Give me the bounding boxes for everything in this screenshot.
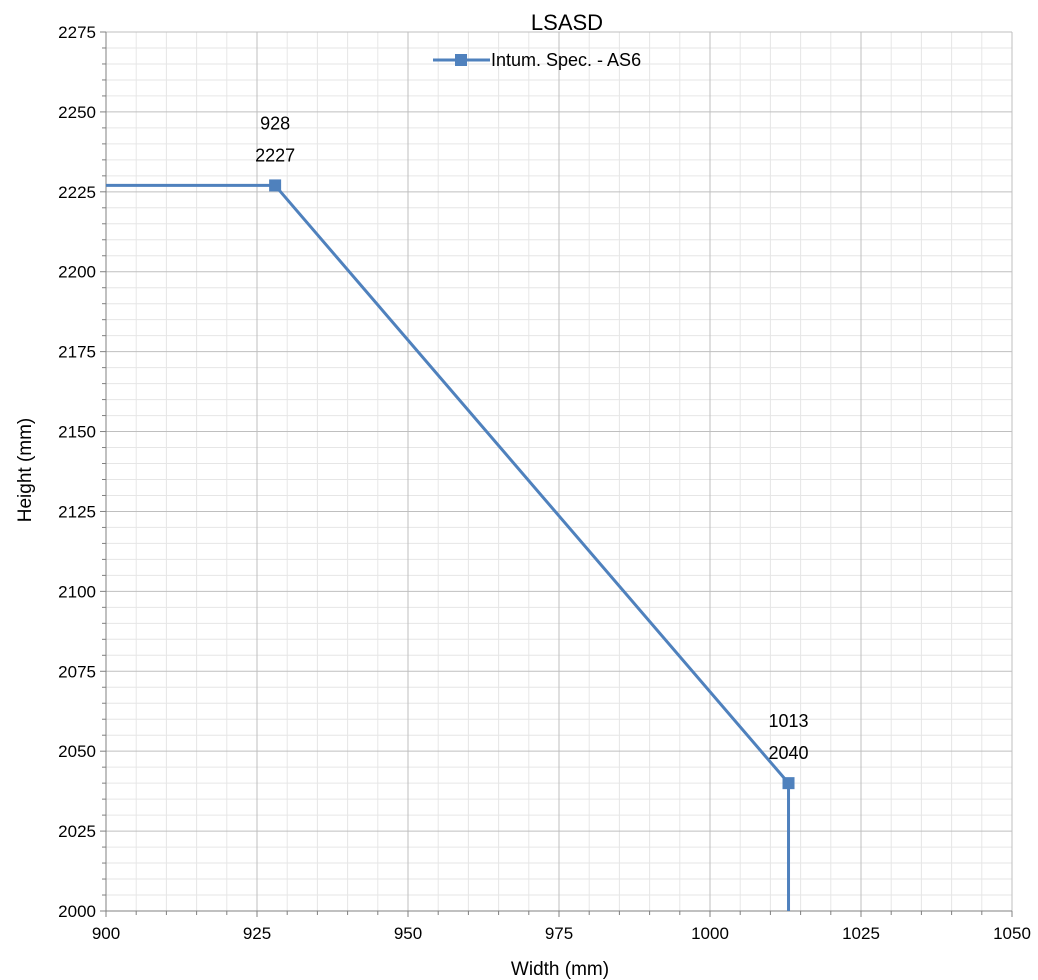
series-marker [269,179,282,192]
x-tick-label: 950 [394,924,422,943]
x-tick-labels: 900 925 950 975 1000 1025 1050 [92,924,1031,943]
y-tick-label: 2275 [58,23,96,42]
x-axis-title: Width (mm) [511,959,609,980]
y-tick-label: 2025 [58,822,96,841]
annotation-layer: 928 2227 1013 2040 [255,113,808,763]
x-tick-label: 900 [92,924,120,943]
y-tick-label: 2200 [58,263,96,282]
x-tick-label: 975 [545,924,573,943]
y-tick-label: 2075 [58,662,96,681]
data-label-x: 928 [260,113,290,133]
major-grid [105,31,1013,912]
y-tick-label: 2250 [58,103,96,122]
data-label-x: 1013 [768,711,808,731]
y-tick-label: 2050 [58,742,96,761]
y-tick-label: 2150 [58,423,96,442]
legend-marker-swatch [455,54,467,66]
y-axis-title: Height (mm) [15,418,36,523]
series-line [106,183,791,911]
x-tick-label: 1050 [993,924,1031,943]
data-label-y: 2040 [768,743,808,763]
legend: Intum. Spec. - AS6 [433,50,641,70]
series-marker [782,777,795,790]
y-tick-label: 2175 [58,343,96,362]
legend-label: Intum. Spec. - AS6 [491,50,641,70]
y-tick-label: 2000 [58,902,96,921]
y-tick-label: 2225 [58,183,96,202]
x-tick-label: 1000 [691,924,729,943]
x-tick-label: 925 [243,924,271,943]
data-label-y: 2227 [255,145,295,165]
x-tick-label: 1025 [842,924,880,943]
chart-title: LSASD [531,10,603,35]
y-tick-label: 2125 [58,502,96,521]
tick-marks [100,31,1013,917]
y-tick-label: 2100 [58,582,96,601]
y-tick-labels: 2000 2025 2050 2075 2100 2125 2150 2175 2200 2225… [58,23,96,921]
series-layer [106,179,795,911]
